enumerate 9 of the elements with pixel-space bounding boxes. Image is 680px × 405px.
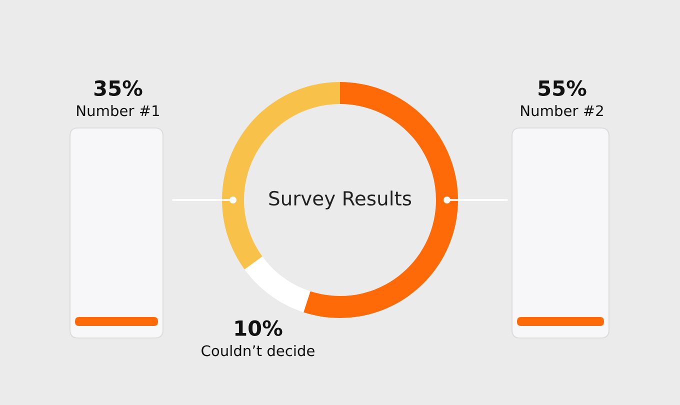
data-label: 35% xyxy=(94,80,142,96)
text: Survey Results xyxy=(269,190,412,210)
data-label: 10% xyxy=(235,320,282,336)
slice-label: Number #2 xyxy=(521,104,603,116)
slice-label: Couldn’t decide xyxy=(202,344,314,356)
data-label: 55% xyxy=(538,80,586,96)
donut-slice xyxy=(244,256,310,312)
donut-slice xyxy=(222,82,340,270)
slice-label: Number #1 xyxy=(77,104,160,116)
